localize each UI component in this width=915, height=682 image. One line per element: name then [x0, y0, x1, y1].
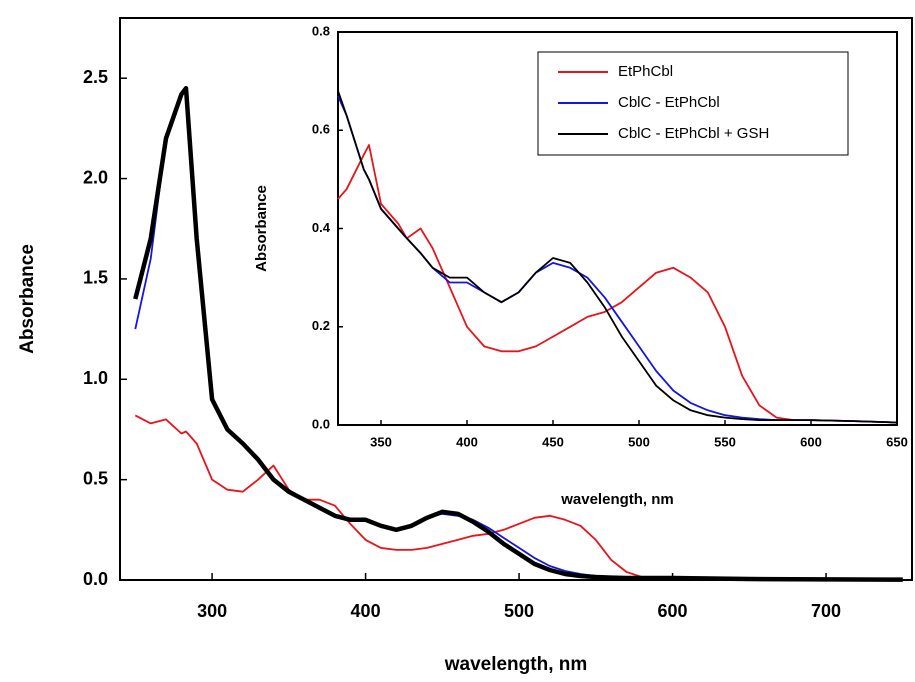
x-tick-label: 450: [542, 434, 564, 449]
y-tick-label: 1.5: [83, 268, 108, 288]
y-tick-label: 2.0: [83, 167, 108, 187]
y-axis-label: Absorbance: [17, 244, 38, 354]
series-line: [133, 85, 903, 582]
x-axis-label: wavelength, nm: [560, 491, 674, 508]
legend-label: EtPhCbl: [618, 63, 673, 80]
x-tick-label: 550: [714, 434, 736, 449]
legend-label: CblC - EtPhCbl: [618, 94, 720, 111]
y-axis-label: Absorbance: [253, 185, 270, 272]
x-tick-label: 650: [886, 434, 908, 449]
y-tick-label: 1.0: [83, 368, 108, 388]
x-tick-label: 700: [811, 601, 841, 621]
y-tick-label: 0.2: [312, 318, 330, 333]
x-axis-label: wavelength, nm: [444, 654, 588, 675]
legend-label: CblC - EtPhCbl + GSH: [618, 125, 769, 142]
y-tick-label: 0.6: [312, 122, 330, 137]
x-tick-label: 400: [351, 601, 381, 621]
x-tick-label: 600: [800, 434, 822, 449]
series-line: [134, 414, 903, 581]
series-line: [337, 144, 898, 424]
x-tick-label: 500: [628, 434, 650, 449]
x-tick-label: 300: [197, 601, 227, 621]
y-tick-label: 2.5: [83, 67, 108, 87]
y-tick-label: 0.8: [312, 23, 330, 38]
y-tick-label: 0.0: [83, 569, 108, 589]
series-line: [337, 90, 898, 424]
x-tick-label: 500: [504, 601, 534, 621]
y-tick-label: 0.5: [83, 468, 108, 488]
x-tick-label: 600: [658, 601, 688, 621]
x-tick-label: 400: [456, 434, 478, 449]
x-tick-label: 350: [370, 434, 392, 449]
y-tick-label: 0.0: [312, 416, 330, 431]
y-tick-label: 0.4: [312, 220, 331, 235]
